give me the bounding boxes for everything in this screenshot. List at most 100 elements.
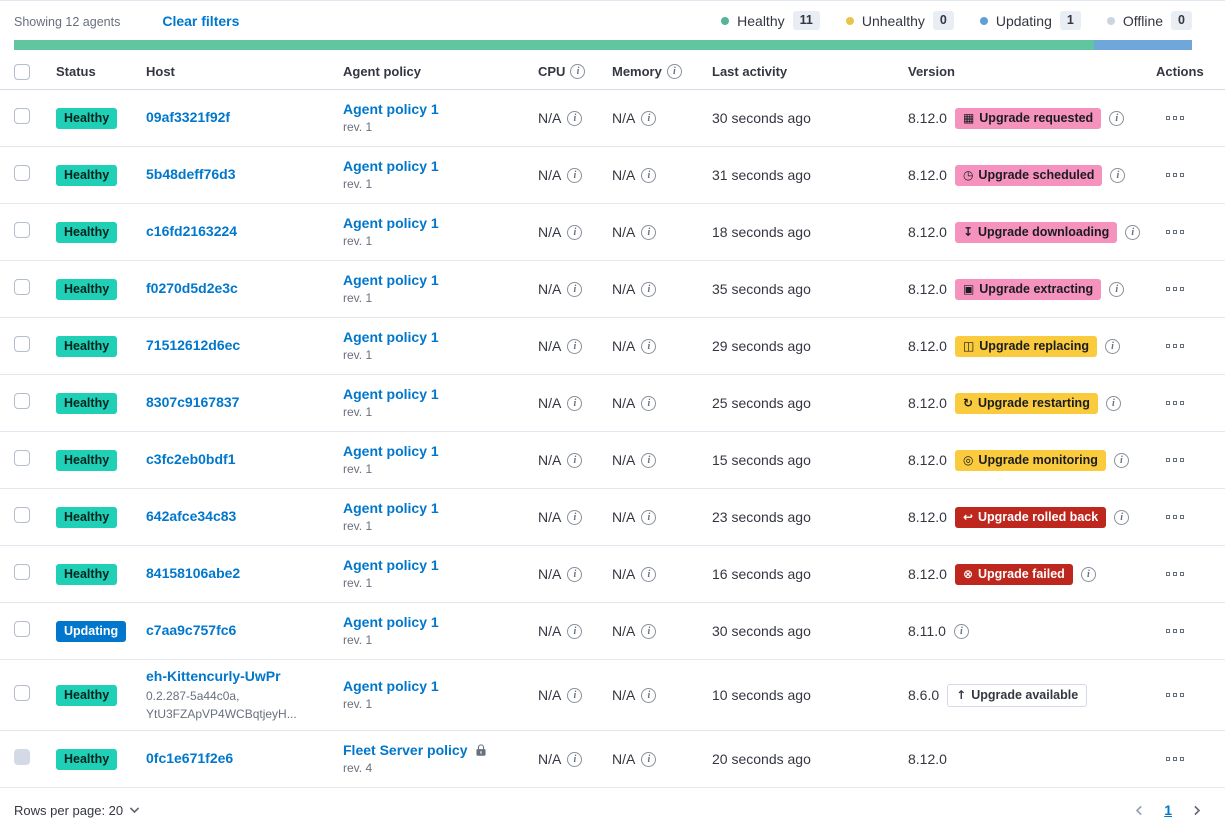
upgrade-status-badge[interactable]: ⊗ Upgrade failed [954,563,1073,585]
host-link[interactable]: c16fd2163224 [146,223,238,239]
agent-policy-link[interactable]: Agent policy 1 [343,101,439,117]
row-checkbox[interactable] [14,164,30,181]
next-page-icon[interactable] [1190,805,1201,815]
row-checkbox[interactable] [14,335,30,352]
host-link[interactable]: 84158106abe2 [146,565,241,581]
upgrade-status-badge[interactable]: ↩ Upgrade rolled back [954,506,1107,528]
row-checkbox[interactable] [14,107,30,124]
cpu-na-info-icon[interactable] [567,687,583,703]
host-link[interactable]: c7aa9c757fc6 [146,622,237,638]
agent-policy-link[interactable]: Agent policy 1 [343,158,439,174]
cpu-na-info-icon[interactable] [567,452,583,468]
upgrade-details-info-icon[interactable] [1125,224,1141,240]
cpu-na-info-icon[interactable] [567,623,583,639]
row-actions-icon[interactable] [1166,287,1184,291]
host-link[interactable]: 09af3321f92f [146,109,231,125]
memory-na-info-icon[interactable] [641,167,657,183]
host-link[interactable]: 5b48deff76d3 [146,166,236,182]
memory-info-icon[interactable] [666,64,682,79]
row-actions-icon[interactable] [1166,458,1184,462]
cpu-na-info-icon[interactable] [567,224,583,240]
host-link[interactable]: 71512612d6ec [146,337,241,353]
upgrade-details-info-icon[interactable] [1110,167,1126,183]
cpu-na-info-icon[interactable] [567,395,583,411]
memory-na-info-icon[interactable] [641,623,657,639]
agent-policy-link[interactable]: Agent policy 1 [343,500,439,516]
row-actions-icon[interactable] [1166,572,1184,576]
row-checkbox[interactable] [14,278,30,295]
cpu-na-info-icon[interactable] [567,338,583,354]
upgrade-details-info-icon[interactable] [1114,509,1130,525]
agent-policy-link[interactable]: Agent policy 1 [343,215,439,231]
row-actions-icon[interactable] [1166,757,1184,761]
rows-per-page-button[interactable]: Rows per page: 20 [14,803,140,818]
agent-policy-link[interactable]: Fleet Server policy [343,742,468,758]
agent-policy-link[interactable]: Agent policy 1 [343,443,439,459]
memory-na-info-icon[interactable] [641,395,657,411]
agent-policy-link[interactable]: Agent policy 1 [343,614,439,630]
agent-policy-link[interactable]: Agent policy 1 [343,557,439,573]
host-link[interactable]: 642afce34c83 [146,508,237,524]
host-link[interactable]: f0270d5d2e3c [146,280,238,296]
upgrade-status-badge[interactable]: ▣ Upgrade extracting [954,278,1102,300]
cpu-na-info-icon[interactable] [567,167,583,183]
upgrade-status-badge[interactable]: ↧ Upgrade downloading [954,221,1118,243]
upgrade-details-info-icon[interactable] [953,623,969,639]
row-actions-icon[interactable] [1166,629,1184,633]
upgrade-status-badge[interactable]: ↑ Upgrade available [947,683,1088,707]
memory-na-info-icon[interactable] [641,338,657,354]
upgrade-details-info-icon[interactable] [1113,452,1129,468]
upgrade-details-info-icon[interactable] [1105,395,1121,411]
upgrade-details-info-icon[interactable] [1105,338,1121,354]
upgrade-status-badge[interactable]: ◎ Upgrade monitoring [954,449,1106,471]
memory-na-info-icon[interactable] [641,566,657,582]
agent-policy-link[interactable]: Agent policy 1 [343,386,439,402]
row-actions-icon[interactable] [1166,230,1184,234]
host-link[interactable]: eh-Kittencurly-UwPr [146,668,281,684]
agent-policy-link[interactable]: Agent policy 1 [343,678,439,694]
upgrade-details-info-icon[interactable] [1080,566,1096,582]
host-link[interactable]: 0fc1e671f2e6 [146,750,234,766]
select-all-checkbox[interactable] [14,63,30,80]
memory-na-info-icon[interactable] [641,281,657,297]
previous-page-icon[interactable] [1135,805,1146,815]
upgrade-details-info-icon[interactable] [1109,281,1125,297]
cpu-na-info-icon[interactable] [567,566,583,582]
row-checkbox[interactable] [14,506,30,523]
agent-policy-link[interactable]: Agent policy 1 [343,329,439,345]
upgrade-status-badge[interactable]: ◫ Upgrade replacing [954,335,1098,357]
row-actions-icon[interactable] [1166,116,1184,120]
memory-na-info-icon[interactable] [641,509,657,525]
row-actions-icon[interactable] [1166,173,1184,177]
upgrade-status-badge[interactable]: ◷ Upgrade scheduled [954,164,1103,186]
row-checkbox[interactable] [14,449,30,466]
agent-policy-link[interactable]: Agent policy 1 [343,272,439,288]
row-actions-icon[interactable] [1166,344,1184,348]
clear-filters-link[interactable]: Clear filters [162,12,240,29]
host-link[interactable]: 8307c9167837 [146,394,240,410]
row-actions-icon[interactable] [1166,693,1184,697]
memory-na-info-icon[interactable] [641,687,657,703]
row-checkbox[interactable] [14,620,30,637]
row-checkbox[interactable] [14,563,30,580]
row-actions-icon[interactable] [1166,401,1184,405]
page-number-1[interactable]: 1 [1164,802,1172,818]
host-link[interactable]: c3fc2eb0bdf1 [146,451,236,467]
memory-na-info-icon[interactable] [641,751,657,767]
upgrade-status-badge[interactable]: ▦ Upgrade requested [954,107,1102,129]
row-actions-icon[interactable] [1166,515,1184,519]
memory-na-info-icon[interactable] [641,452,657,468]
row-checkbox[interactable] [14,221,30,238]
row-checkbox[interactable] [14,748,30,765]
row-checkbox[interactable] [14,392,30,409]
upgrade-status-badge[interactable]: ↻ Upgrade restarting [954,392,1098,414]
cpu-na-info-icon[interactable] [567,751,583,767]
memory-na-info-icon[interactable] [641,224,657,240]
cpu-na-info-icon[interactable] [567,281,583,297]
upgrade-details-info-icon[interactable] [1109,110,1125,126]
row-checkbox[interactable] [14,684,30,701]
cpu-na-info-icon[interactable] [567,509,583,525]
cpu-na-info-icon[interactable] [567,110,583,126]
memory-na-info-icon[interactable] [641,110,657,126]
cpu-info-icon[interactable] [570,64,586,79]
